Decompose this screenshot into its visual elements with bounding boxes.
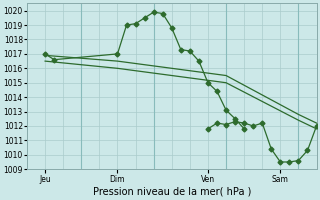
X-axis label: Pression niveau de la mer( hPa ): Pression niveau de la mer( hPa ) (92, 187, 251, 197)
